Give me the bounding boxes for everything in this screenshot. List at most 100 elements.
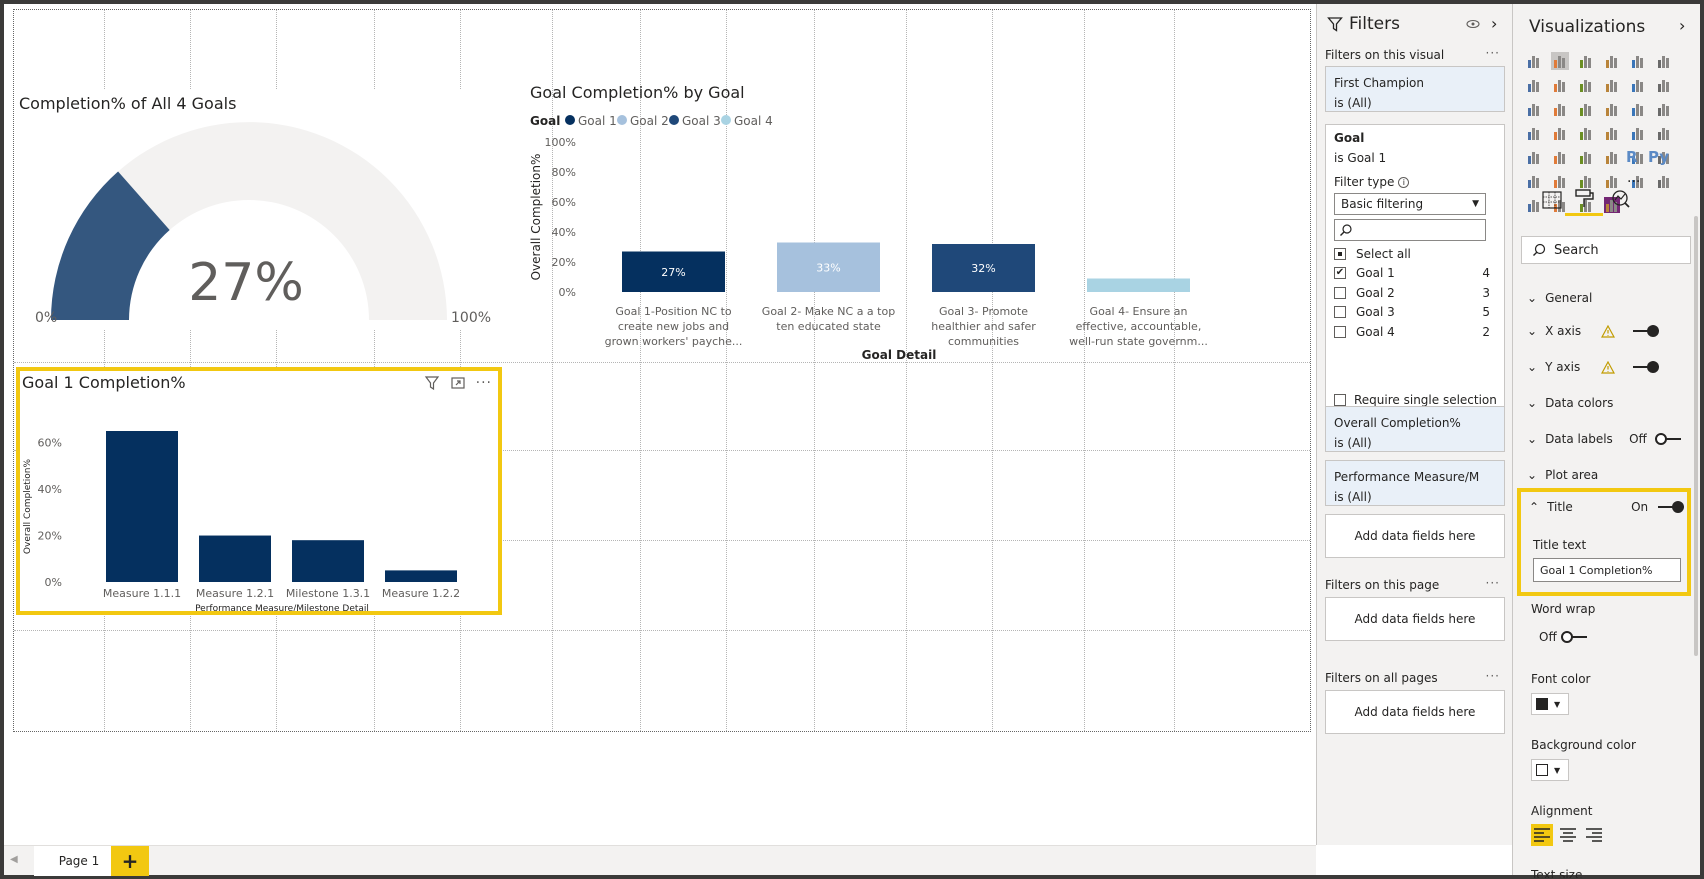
eye-icon[interactable] <box>1465 18 1481 30</box>
visual-type-icon[interactable] <box>1577 100 1595 118</box>
filter-card-overall-completion[interactable]: Overall Completion% is (All) <box>1325 406 1505 452</box>
filter-icon[interactable] <box>424 375 440 391</box>
filter-card-performance-measure[interactable]: Performance Measure/M is (All) <box>1325 460 1505 506</box>
visual-type-icon[interactable] <box>1525 172 1543 190</box>
visual-type-icon[interactable] <box>1577 148 1595 166</box>
visual-type-icon[interactable] <box>1551 52 1569 70</box>
checkbox[interactable] <box>1334 325 1346 338</box>
filters-on-visual-more-icon[interactable]: ··· <box>1485 46 1500 60</box>
filter-list-item[interactable]: Select all <box>1334 247 1490 263</box>
visual-type-icon[interactable] <box>1577 172 1595 190</box>
add-data-fields-page[interactable]: Add data fields here <box>1325 597 1505 641</box>
collapse-visualizations-icon[interactable]: › <box>1679 16 1686 35</box>
filter-list-item[interactable]: Goal 4 2 <box>1334 325 1490 341</box>
visual-type-icon[interactable] <box>1525 76 1543 94</box>
filter-type-dropdown[interactable]: Basic filtering ▼ <box>1334 193 1486 215</box>
visual-type-icon[interactable] <box>1525 124 1543 142</box>
page-tab-page-1[interactable]: Page 1 <box>34 846 124 876</box>
x-axis-toggle[interactable] <box>1631 325 1660 337</box>
analytics-tab-icon[interactable] <box>1609 188 1631 210</box>
visual-type-icon[interactable] <box>1577 52 1595 70</box>
add-page-button[interactable]: + <box>111 846 149 876</box>
visual-type-icon[interactable] <box>1655 76 1673 94</box>
visual-type-icon[interactable] <box>1629 148 1647 166</box>
section-x-axis[interactable]: ⌄ X axis <box>1527 324 1660 338</box>
goal1-chart-visual[interactable]: Goal 1 Completion% ··· 60% 40% 20% 0% Overal… <box>16 367 502 615</box>
visual-type-icon[interactable] <box>1655 124 1673 142</box>
visual-type-icon[interactable] <box>1577 124 1595 142</box>
section-data-colors[interactable]: ⌄ Data colors <box>1527 396 1614 410</box>
scroll-left-icon[interactable]: ◀ <box>10 854 18 865</box>
visual-type-icon[interactable] <box>1551 76 1569 94</box>
visual-type-icon[interactable] <box>1577 196 1595 214</box>
checkbox[interactable] <box>1334 286 1346 299</box>
visual-type-icon[interactable] <box>1629 76 1647 94</box>
filter-list-item[interactable]: Goal 2 3 <box>1334 286 1490 302</box>
require-single-selection-checkbox[interactable]: Require single selection <box>1334 393 1497 407</box>
checkbox[interactable] <box>1334 248 1346 260</box>
section-data-labels[interactable]: ⌄ Data labels Off <box>1527 432 1683 446</box>
format-pane-scrollbar[interactable] <box>1694 216 1698 656</box>
visual-type-icon[interactable] <box>1655 148 1673 166</box>
visual-type-icon[interactable] <box>1603 124 1621 142</box>
visual-type-icon[interactable] <box>1603 148 1621 166</box>
section-y-axis[interactable]: ⌄ Y axis <box>1527 360 1660 374</box>
format-paint-roller-icon[interactable] <box>1573 188 1595 210</box>
word-wrap-toggle[interactable] <box>1560 631 1589 643</box>
visual-type-icon[interactable] <box>1577 76 1595 94</box>
fields-tab-icon[interactable] <box>1541 190 1563 210</box>
visual-type-icon[interactable] <box>1603 100 1621 118</box>
checkbox[interactable] <box>1334 394 1346 406</box>
visual-type-icon[interactable] <box>1655 52 1673 70</box>
visual-type-icon[interactable] <box>1603 172 1621 190</box>
font-color-picker[interactable]: ▼ <box>1531 693 1569 715</box>
visual-type-icon[interactable] <box>1525 100 1543 118</box>
visual-type-icon[interactable] <box>1603 76 1621 94</box>
visual-type-icon[interactable] <box>1525 196 1543 214</box>
add-data-fields-all[interactable]: Add data fields here <box>1325 690 1505 734</box>
filter-search-input[interactable] <box>1334 219 1486 241</box>
more-visuals-icon[interactable]: ··· <box>1627 174 1641 190</box>
checkbox[interactable] <box>1334 306 1346 318</box>
collapse-filters-icon[interactable]: › <box>1491 14 1498 33</box>
visual-type-icon[interactable] <box>1551 172 1569 190</box>
visual-type-icon[interactable] <box>1629 52 1647 70</box>
visual-type-icon[interactable] <box>1551 148 1569 166</box>
data-labels-toggle[interactable] <box>1654 433 1683 445</box>
gauge-visual[interactable]: Completion% of All 4 Goals 27% 0% 100% <box>16 90 496 330</box>
title-toggle[interactable] <box>1656 501 1685 513</box>
add-data-fields-visual[interactable]: Add data fields here <box>1325 514 1505 558</box>
visual-type-icon[interactable] <box>1629 100 1647 118</box>
filter-list-item[interactable]: ✔ Goal 1 4 <box>1334 266 1490 282</box>
visual-type-icon[interactable] <box>1525 52 1543 70</box>
section-plot-area[interactable]: ⌄ Plot area <box>1527 468 1599 482</box>
section-general[interactable]: ⌄ General <box>1527 291 1593 305</box>
goal-chart-visual[interactable]: Goal Completion% by Goal Goal Goal 1 Goal … <box>524 75 1214 365</box>
y-axis-toggle[interactable] <box>1631 361 1660 373</box>
focus-mode-icon[interactable] <box>450 375 466 391</box>
align-left-icon[interactable] <box>1531 824 1553 846</box>
title-text-input[interactable]: Goal 1 Completion% <box>1533 558 1681 582</box>
visual-type-icon[interactable] <box>1655 172 1673 190</box>
visual-type-icon[interactable] <box>1655 100 1673 118</box>
visual-type-icon[interactable] <box>1603 196 1621 214</box>
visual-type-icon[interactable] <box>1603 52 1621 70</box>
checkbox[interactable]: ✔ <box>1334 267 1346 279</box>
section-title[interactable]: ⌃ Title On <box>1529 500 1685 514</box>
visual-type-icon[interactable] <box>1629 124 1647 142</box>
filters-on-all-more-icon[interactable]: ··· <box>1485 669 1500 683</box>
filter-card-first-champion[interactable]: First Champion is (All) <box>1325 66 1505 112</box>
more-options-icon[interactable]: ··· <box>475 375 492 391</box>
filter-card-goal[interactable]: Goal is Goal 1 Filter type i Basic filte… <box>1325 124 1505 442</box>
visual-type-icon[interactable] <box>1525 148 1543 166</box>
align-center-icon[interactable] <box>1557 824 1579 846</box>
python-visual-icon[interactable]: Py <box>1648 148 1670 166</box>
background-color-picker[interactable]: ▼ <box>1531 759 1569 781</box>
visual-type-icon[interactable] <box>1551 100 1569 118</box>
filter-list-item[interactable]: Goal 3 5 <box>1334 305 1490 321</box>
filters-on-page-more-icon[interactable]: ··· <box>1485 576 1500 590</box>
visual-type-icon[interactable] <box>1629 172 1647 190</box>
visual-type-icon[interactable] <box>1551 124 1569 142</box>
r-visual-icon[interactable]: R <box>1626 148 1638 166</box>
format-search-input[interactable]: Search <box>1521 236 1691 264</box>
